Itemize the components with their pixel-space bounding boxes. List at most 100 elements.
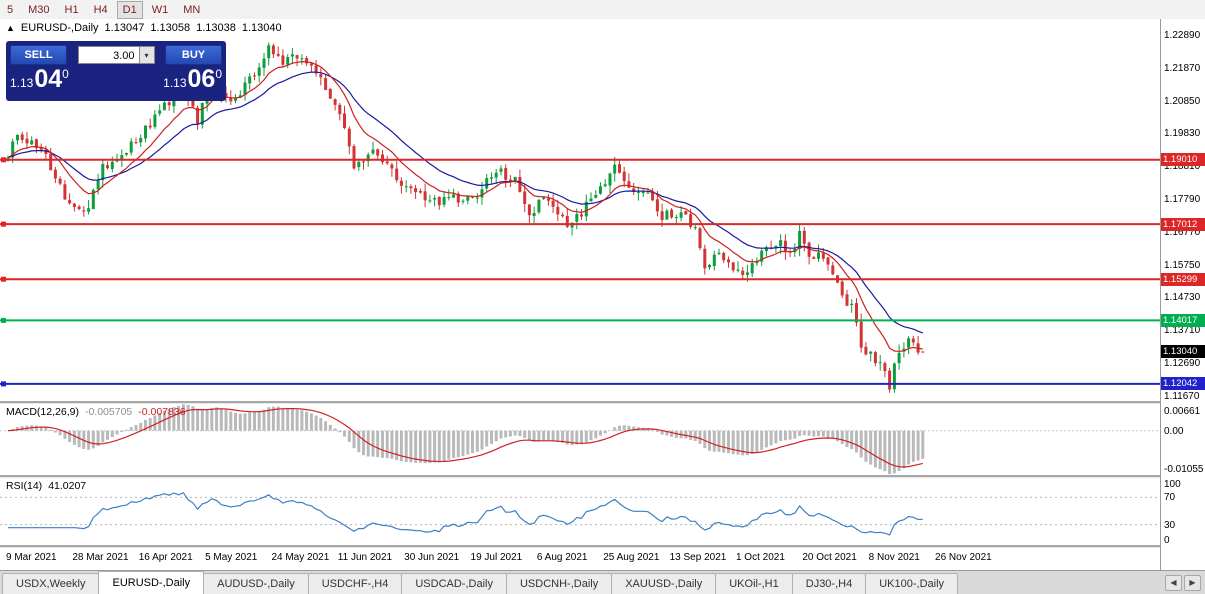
- main-price-pane[interactable]: [0, 19, 1160, 401]
- price-tick: 100: [1164, 479, 1181, 490]
- price-badge-1.17012: 1.17012: [1161, 217, 1205, 231]
- price-tick: 1.22890: [1164, 30, 1201, 42]
- price-axis[interactable]: 1.22890 1.21870 1.20850 1.19830 1.18810 1.177…: [1160, 19, 1205, 570]
- period-button-5[interactable]: 5: [7, 3, 14, 16]
- date-label: 30 Jun 2021: [404, 552, 460, 563]
- date-axis[interactable]: 9 Mar 2021 28 Mar 2021 16 Apr 2021 5 May 20…: [0, 547, 1160, 570]
- price-tick: 1.14730: [1164, 292, 1201, 304]
- rsi-pane[interactable]: [0, 477, 1160, 545]
- bid-prefix: 1.13: [10, 76, 34, 90]
- price-tick: 1.15750: [1164, 259, 1201, 271]
- volume-input[interactable]: 3.00: [77, 46, 140, 64]
- macd-pane[interactable]: [0, 403, 1160, 475]
- price-badge-1.13040: 1.13040: [1161, 345, 1205, 359]
- volume-control[interactable]: 3.00 ▾: [77, 46, 155, 64]
- chart-tab-usdcnh-daily[interactable]: USDCNH-,Daily: [505, 573, 613, 594]
- ask-big-digits: 06: [187, 65, 216, 93]
- period-button-H1[interactable]: H1: [64, 3, 79, 16]
- period-button-M30[interactable]: M30: [28, 3, 50, 16]
- chart-tab-xauusd-daily[interactable]: XAUUSD-,Daily: [611, 573, 717, 594]
- one-click-trading-panel: SELL 3.00 ▾ BUY 1.13 04 0 1.13 06 0: [6, 41, 226, 101]
- date-label: 6 Aug 2021: [536, 552, 588, 563]
- price-tick: 1.12690: [1164, 358, 1201, 370]
- price-tick: 1.21870: [1164, 62, 1201, 74]
- date-label: 5 May 2021: [205, 552, 258, 563]
- chart-tab-audusd-daily[interactable]: AUDUSD-,Daily: [203, 573, 309, 594]
- price-tick: 70: [1164, 492, 1176, 504]
- chart-tab-uk100-daily[interactable]: UK100-,Daily: [865, 573, 959, 594]
- chart-tab-usdx-weekly[interactable]: USDX,Weekly: [2, 573, 100, 594]
- tab-scroll-left-icon[interactable]: ◀: [1165, 575, 1182, 591]
- price-tick: 0.00: [1164, 425, 1184, 437]
- one-click-collapse-icon[interactable]: ▲: [6, 23, 15, 33]
- timeframe-toolbar: 5 M30 H1 H4 D1 W1 MN: [0, 0, 1205, 20]
- macd-indicator-label: MACD(12,26,9) -0.005705 -0.007836: [6, 406, 186, 418]
- period-button-H4[interactable]: H4: [93, 3, 108, 16]
- price-tick: 1.18810: [1164, 161, 1201, 173]
- chart-tab-eurusd-daily[interactable]: EURUSD-,Daily: [98, 571, 205, 594]
- price-tick: -0.01055: [1164, 464, 1204, 475]
- price-tick: 1.17790: [1164, 194, 1201, 206]
- chart-symbol-title: EURUSD-,Daily: [20, 22, 99, 34]
- macd-signal-value: -0.007836: [138, 406, 186, 418]
- tab-scroll-right-icon[interactable]: ▶: [1184, 575, 1201, 591]
- pane-separator[interactable]: [0, 475, 1205, 478]
- price-badge-1.19010: 1.19010: [1161, 153, 1205, 167]
- pane-separator[interactable]: [0, 545, 1205, 548]
- pane-separator[interactable]: [0, 401, 1205, 404]
- date-label: 24 May 2021: [271, 552, 330, 563]
- period-button-MN[interactable]: MN: [183, 3, 201, 16]
- date-label: 1 Oct 2021: [735, 552, 785, 563]
- chart-tab-usdcad-daily[interactable]: USDCAD-,Daily: [401, 573, 507, 594]
- price-tick: 1.16770: [1164, 226, 1201, 238]
- ohlc-high: 1.13058: [150, 22, 191, 34]
- rsi-indicator-label: RSI(14) 41.0207: [6, 480, 86, 492]
- macd-main-value: -0.005705: [84, 406, 133, 418]
- ohlc-close: 1.13040: [241, 22, 282, 34]
- chart-tab-bar: USDX,Weekly EURUSD-,Daily AUDUSD-,Daily USD…: [0, 570, 1205, 594]
- ohlc-low: 1.13038: [196, 22, 236, 34]
- price-tick: 1.19830: [1164, 128, 1201, 140]
- bid-price: 1.13 04 0: [10, 65, 69, 93]
- date-label: 11 Jun 2021: [337, 552, 393, 563]
- chart-header: ▲ EURUSD-,Daily 1.13047 1.13058 1.13038 …: [6, 22, 282, 34]
- buy-button[interactable]: BUY: [165, 45, 222, 65]
- date-label: 19 Jul 2021: [470, 552, 523, 563]
- chart-area[interactable]: ▲ EURUSD-,Daily 1.13047 1.13058 1.13038 …: [0, 19, 1205, 570]
- date-label: 13 Sep 2021: [669, 552, 727, 563]
- price-badge-1.15299: 1.15299: [1161, 272, 1205, 286]
- chart-tab-usdchf-h4[interactable]: USDCHF-,H4: [307, 573, 403, 594]
- ohlc-open: 1.13047: [104, 22, 145, 34]
- ask-price: 1.13 06 0: [163, 65, 222, 93]
- ask-prefix: 1.13: [163, 76, 187, 90]
- price-tick: 1.20850: [1164, 95, 1201, 107]
- price-tick: 0.00661: [1164, 406, 1201, 417]
- rsi-name: RSI(14): [6, 480, 43, 492]
- rsi-value: 41.0207: [48, 480, 87, 492]
- date-label: 8 Nov 2021: [868, 552, 920, 563]
- volume-dropdown-icon[interactable]: ▾: [139, 46, 155, 64]
- chart-tab-dj30-h4[interactable]: DJ30-,H4: [791, 573, 867, 594]
- sell-button[interactable]: SELL: [10, 45, 67, 65]
- chart-tabs: USDX,Weekly EURUSD-,Daily AUDUSD-,Daily USD…: [0, 571, 1161, 594]
- chart-tab-ukoil-h1[interactable]: UKOil-,H1: [715, 573, 793, 594]
- date-label: 26 Nov 2021: [935, 552, 992, 563]
- period-button-D1[interactable]: D1: [116, 0, 143, 19]
- period-button-W1[interactable]: W1: [151, 3, 169, 16]
- bid-big-digits: 04: [34, 65, 63, 93]
- date-label: 20 Oct 2021: [802, 552, 857, 563]
- price-tick: 1.11670: [1164, 390, 1200, 402]
- ask-pipette: 0: [215, 67, 222, 81]
- price-badge-1.14017: 1.14017: [1161, 313, 1205, 327]
- date-label: 16 Apr 2021: [138, 552, 193, 563]
- price-tick: 0: [1164, 535, 1170, 546]
- date-label: 28 Mar 2021: [72, 552, 129, 563]
- macd-name: MACD(12,26,9): [6, 406, 79, 418]
- date-label: 9 Mar 2021: [6, 552, 57, 563]
- date-label: 25 Aug 2021: [603, 552, 660, 563]
- price-tick: 30: [1164, 519, 1176, 531]
- bid-pipette: 0: [62, 67, 69, 81]
- price-badge-1.12042: 1.12042: [1161, 377, 1205, 391]
- tab-scroll-arrows: ◀ ▶: [1161, 575, 1205, 594]
- price-tick: 1.13710: [1164, 325, 1201, 337]
